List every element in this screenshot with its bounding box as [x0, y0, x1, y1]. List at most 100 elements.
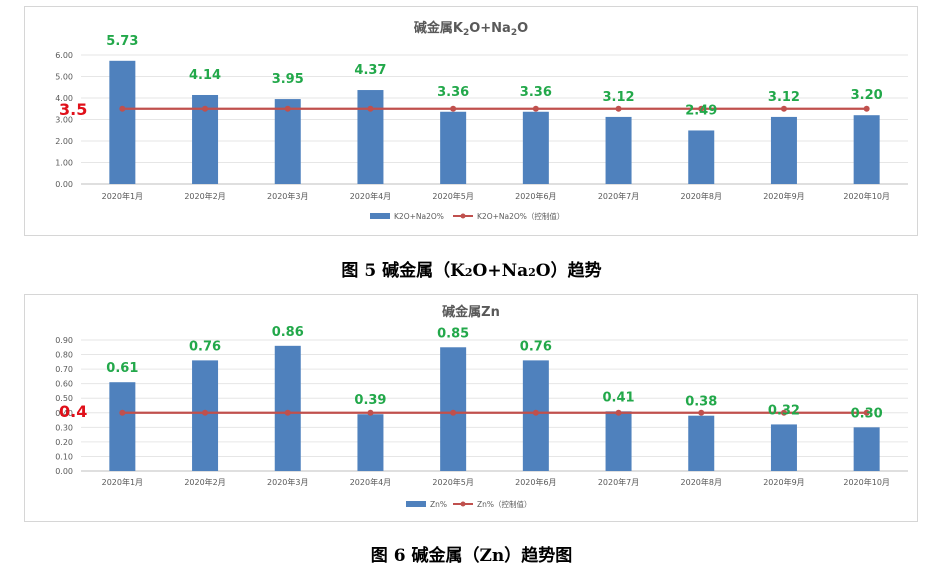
legend-line-marker	[460, 501, 466, 507]
data-label: 0.85	[437, 326, 469, 341]
y-tick-label: 0.00	[55, 467, 73, 476]
data-label: 5.73	[106, 34, 138, 49]
bar	[770, 424, 797, 471]
x-tick-label: 2020年7月	[598, 191, 639, 201]
control-marker	[615, 409, 622, 416]
y-tick-label: 6.00	[55, 51, 73, 60]
y-tick-label: 0.30	[55, 423, 73, 432]
control-marker	[863, 409, 870, 416]
y-tick-label: 0.40	[55, 409, 73, 418]
x-tick-label: 2020年6月	[515, 477, 556, 487]
legend-line-marker	[460, 213, 466, 219]
x-tick-label: 2020年6月	[515, 191, 556, 201]
bar	[770, 116, 797, 184]
figure-caption-5: 图 5 碱金属（K2O+Na2O）趋势	[341, 261, 602, 281]
chart-zn: 碱金属Zn 0.00 0.10 0.20 0.30 0.40 0.50 0.60 0.70 0.…	[55, 304, 908, 509]
control-marker	[367, 409, 374, 416]
x-tick-label: 2020年9月	[763, 191, 804, 201]
control-value-label: 3.5	[59, 100, 87, 119]
data-label: 0.86	[272, 325, 304, 340]
bar	[688, 415, 715, 471]
legend-line-label: Zn%（控制值）	[477, 499, 532, 509]
x-tick-label: 2020年2月	[184, 191, 225, 201]
x-tick-label: 2020年5月	[432, 191, 473, 201]
legend: Zn% Zn%（控制值）	[406, 499, 532, 509]
x-tick-label: 2020年9月	[763, 477, 804, 487]
bar	[440, 347, 467, 471]
legend: K2O+Na2O% K2O+Na2O%（控制值）	[370, 211, 564, 221]
data-label: 0.38	[685, 395, 717, 410]
legend-bar-swatch	[370, 213, 390, 219]
y-tick-label: 0.70	[55, 365, 73, 374]
control-marker	[202, 409, 209, 416]
bar	[440, 111, 467, 184]
data-label: 3.12	[603, 90, 635, 105]
bar	[688, 130, 715, 184]
y-tick-label: 5.00	[55, 73, 73, 82]
control-marker	[450, 409, 457, 416]
chart-panel-alkali-zn: 碱金属Zn 0.00 0.10 0.20 0.30 0.40 0.50 0.60 0.70 0.…	[24, 294, 918, 522]
control-marker	[532, 409, 539, 416]
x-tick-label: 2020年4月	[350, 477, 391, 487]
data-label: 0.76	[520, 339, 552, 354]
x-tick-label: 2020年7月	[598, 477, 639, 487]
x-tick-label: 2020年10月	[843, 191, 890, 201]
x-tick-label: 2020年2月	[184, 477, 225, 487]
chart-title: 碱金属K2O+Na2O	[414, 20, 528, 38]
control-marker	[780, 105, 787, 112]
control-marker	[119, 105, 126, 112]
figure-caption-6: 图 6 碱金属（Zn）趋势图	[370, 546, 573, 566]
bar	[109, 382, 136, 471]
control-value-label: 0.4	[59, 402, 87, 421]
x-tick-label: 2020年4月	[350, 191, 391, 201]
control-marker	[284, 105, 291, 112]
bar	[274, 345, 301, 471]
y-tick-label: 0.20	[55, 438, 73, 447]
data-label: 0.39	[354, 393, 386, 408]
y-tick-label: 1.00	[55, 159, 73, 168]
y-tick-label: 2.00	[55, 137, 73, 146]
x-tick-label: 2020年10月	[843, 477, 890, 487]
control-marker	[284, 409, 291, 416]
bar	[853, 115, 880, 184]
control-marker	[615, 105, 622, 112]
chart-k2o-na2o: 碱金属K2O+Na2O 0.00 1.00 2.00 3.00 4.00 5.00 6.00…	[55, 20, 908, 221]
x-tick-label: 2020年8月	[681, 477, 722, 487]
chart-panel-alkali-k2o-na2o: 碱金属K2O+Na2O 0.00 1.00 2.00 3.00 4.00 5.00 6.00…	[24, 6, 918, 236]
chart-title: 碱金属Zn	[442, 304, 500, 320]
y-tick-label: 4.00	[55, 94, 73, 103]
bar	[522, 111, 549, 184]
data-label: 4.37	[354, 63, 386, 78]
data-label: 3.36	[520, 85, 552, 100]
x-tick-label: 2020年3月	[267, 191, 308, 201]
x-tick-label: 2020年3月	[267, 477, 308, 487]
control-marker	[367, 105, 374, 112]
data-label: 4.14	[189, 68, 221, 83]
data-label: 0.76	[189, 339, 221, 354]
y-tick-label: 0.00	[55, 180, 73, 189]
control-marker	[698, 105, 705, 112]
legend-bar-label: K2O+Na2O%	[394, 212, 444, 221]
y-tick-label: 0.60	[55, 380, 73, 389]
bar	[605, 411, 632, 471]
x-tick-label: 2020年5月	[432, 477, 473, 487]
data-label: 3.12	[768, 90, 800, 105]
x-tick-label: 2020年1月	[102, 477, 143, 487]
y-tick-label: 3.00	[55, 116, 73, 125]
data-label: 0.30	[851, 406, 883, 421]
y-tick-label: 0.80	[55, 351, 73, 360]
legend-bar-label: Zn%	[430, 500, 447, 509]
data-label: 3.95	[272, 72, 304, 87]
y-tick-label: 0.90	[55, 336, 73, 345]
bar	[853, 427, 880, 471]
data-label: 3.20	[851, 88, 883, 103]
x-tick-label: 2020年8月	[681, 191, 722, 201]
bar	[274, 99, 301, 184]
bar	[357, 414, 384, 471]
bar	[357, 90, 384, 184]
control-marker	[119, 409, 126, 416]
bar	[605, 116, 632, 184]
control-marker	[450, 105, 457, 112]
data-label: 3.36	[437, 85, 469, 100]
control-marker	[532, 105, 539, 112]
